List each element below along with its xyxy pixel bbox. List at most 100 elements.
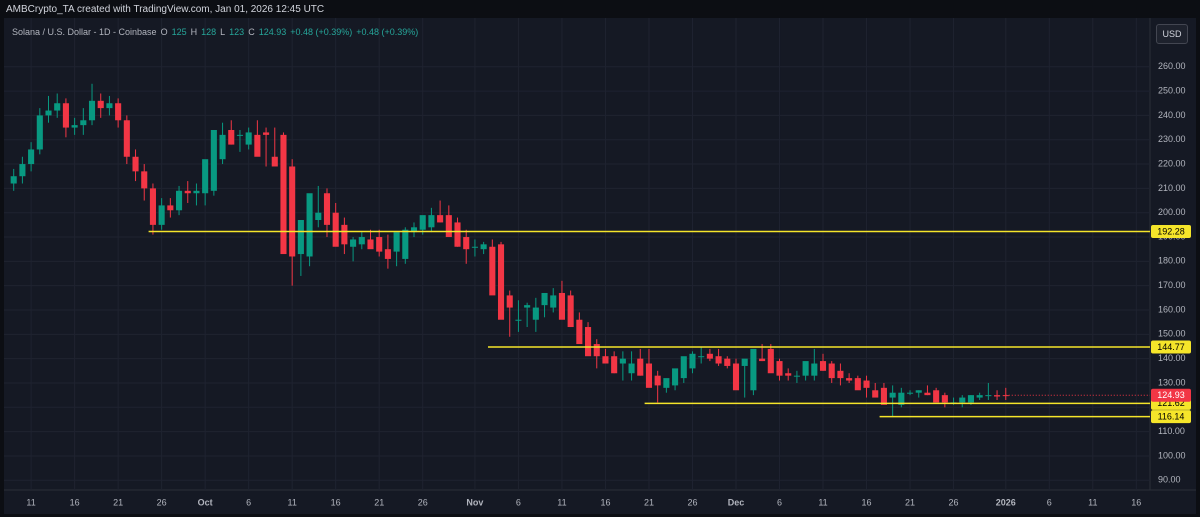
x-tick-label: 26 [687, 497, 697, 507]
x-tick-label: 11 [26, 497, 35, 507]
candle-body [280, 134, 287, 255]
candle-body [706, 353, 713, 359]
y-tick-label: 230.00 [1158, 134, 1186, 144]
x-tick-label: 21 [374, 497, 384, 507]
candle-body [915, 390, 922, 393]
x-tick-label: 11 [557, 497, 566, 507]
candle-body [454, 222, 461, 247]
x-tick-label: 21 [644, 497, 654, 507]
x-tick-label: 26 [949, 497, 959, 507]
candle-body [967, 395, 974, 403]
x-tick-label: 21 [113, 497, 123, 507]
level-price-label: 121.62 [1157, 398, 1185, 408]
x-tick-label: Dec [728, 497, 745, 507]
y-tick-label: 240.00 [1158, 110, 1186, 120]
candle-body [471, 246, 478, 248]
candle-body [97, 100, 104, 109]
candle-body [698, 356, 705, 358]
candle-body [480, 244, 487, 250]
plot-background [4, 18, 1196, 514]
candle-body [254, 134, 261, 157]
level-price-box [1151, 410, 1191, 424]
candle-body [689, 353, 696, 369]
ohlc-key: H [190, 27, 198, 37]
candle-body [323, 193, 331, 225]
x-tick-label: 16 [70, 497, 80, 507]
candle-body [1002, 395, 1009, 397]
candle-body [167, 205, 174, 211]
candle-body [463, 237, 470, 250]
candle-body [45, 110, 52, 116]
candle-body [567, 295, 574, 328]
candle-body [672, 368, 679, 386]
candle-body [802, 361, 809, 376]
candle-body [976, 395, 983, 398]
ohlc-key: O [160, 27, 168, 37]
level-price-label: 192.28 [1157, 226, 1185, 236]
candle-body [62, 103, 69, 128]
currency-button[interactable]: USD [1156, 24, 1188, 44]
candle-body [202, 159, 209, 194]
candle-body [289, 166, 296, 257]
candle-body [115, 103, 122, 121]
candle-body [367, 239, 374, 250]
y-tick-label: 210.00 [1158, 183, 1186, 193]
x-tick-label: Nov [466, 497, 483, 507]
candle-body [863, 380, 870, 388]
candle-body [141, 171, 148, 189]
candle-body [532, 307, 539, 320]
candle-body [71, 125, 78, 128]
candle-body [776, 361, 783, 376]
candle-body [149, 188, 156, 225]
candle-body [680, 356, 687, 379]
candle-body [924, 392, 931, 396]
ohlc-value: 124.93 [258, 27, 287, 37]
y-tick-label: 140.00 [1158, 353, 1186, 363]
last-price-label: 124.93 [1157, 390, 1185, 400]
candle-body [80, 120, 87, 126]
candle-body [410, 227, 418, 233]
x-tick-label: 6 [777, 497, 782, 507]
candle-body [959, 397, 966, 403]
candle-body [219, 134, 226, 160]
candle-body [793, 375, 800, 377]
y-tick-label: 260.00 [1158, 61, 1186, 71]
y-tick-label: 250.00 [1158, 85, 1186, 95]
ohlc-value: 123 [229, 27, 245, 37]
candle-body [741, 358, 748, 366]
y-tick-label: 90.00 [1158, 475, 1181, 485]
ohlc-value: 125 [171, 27, 187, 37]
candle-body [193, 190, 200, 194]
candle-body [271, 156, 278, 167]
x-tick-label: 16 [862, 497, 872, 507]
candle-body [263, 132, 270, 135]
y-tick-label: 130.00 [1158, 377, 1186, 387]
candle-body [898, 392, 905, 405]
y-tick-label: 220.00 [1158, 158, 1186, 168]
y-tick-label: 180.00 [1158, 256, 1186, 266]
x-tick-label: 2026 [996, 497, 1016, 507]
candle-body [811, 363, 818, 376]
x-tick-label: 11 [288, 497, 297, 507]
y-tick-label: 170.00 [1158, 280, 1186, 290]
candle-body [715, 356, 722, 364]
candle-body [785, 373, 792, 376]
x-tick-label: 16 [331, 497, 341, 507]
candle-body [645, 363, 653, 388]
candle-body [576, 319, 583, 345]
credit: AMBCrypto_TA created with TradingView.co… [6, 4, 325, 15]
candle-body [28, 149, 35, 165]
candle-body [297, 220, 304, 255]
candle-body [88, 100, 96, 121]
candle-body [750, 348, 757, 391]
candle-body [419, 215, 426, 230]
candle-body [558, 292, 565, 320]
candle-body [724, 358, 731, 366]
candle-body [19, 164, 26, 177]
candle-body [933, 390, 940, 403]
candle-body [872, 390, 879, 398]
candle-body [245, 132, 252, 145]
x-tick-label: 6 [246, 497, 251, 507]
